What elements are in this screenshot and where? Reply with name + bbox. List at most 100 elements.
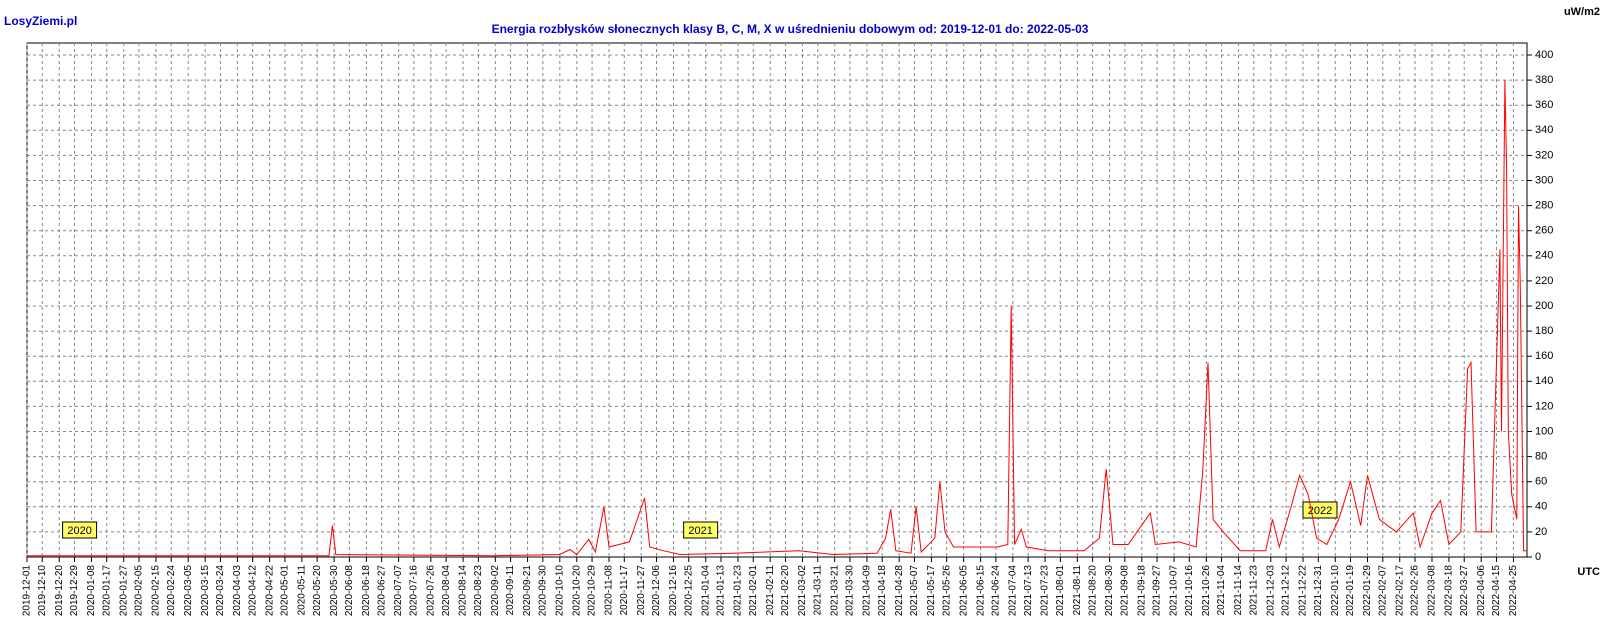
x-tick-label: 2021-09-18: [1136, 565, 1147, 617]
x-tick-label: 2020-02-15: [151, 565, 162, 617]
x-tick-label: 2020-02-24: [166, 565, 177, 617]
x-tick-label: 2020-02-05: [134, 565, 145, 617]
x-tick-label: 2021-11-04: [1216, 565, 1227, 616]
x-tick-label: 2019-12-10: [37, 565, 48, 617]
x-tick-label: 2021-12-12: [1281, 565, 1292, 617]
x-tick-label: 2022-01-10: [1330, 565, 1341, 617]
x-tick-label: 2020-05-11: [297, 565, 308, 616]
x-tick-label: 2021-12-03: [1265, 565, 1276, 617]
y-tick-label: 260: [1535, 225, 1553, 237]
x-tick-label: 2020-12-25: [683, 565, 694, 617]
y-tick-label: 320: [1535, 149, 1553, 161]
year-label: 2022: [1308, 505, 1332, 517]
year-label: 2021: [688, 525, 712, 537]
x-tick-label: 2021-11-14: [1233, 565, 1244, 616]
x-tick-label: 2021-05-17: [926, 565, 937, 617]
x-tick-label: 2022-04-06: [1476, 565, 1487, 617]
x-tick-label: 2020-07-26: [425, 565, 436, 617]
y-tick-label: 360: [1535, 99, 1553, 111]
year-box: [62, 521, 98, 539]
x-tick-label: 2020-12-06: [651, 565, 662, 617]
y-tick-label: 60: [1535, 476, 1547, 488]
x-tick-label: 2022-01-29: [1362, 565, 1373, 617]
y-tick-label: 0: [1535, 551, 1541, 563]
x-tick-label: 2021-05-26: [941, 565, 952, 617]
y-tick-label: 180: [1535, 325, 1553, 337]
year-box: [683, 521, 719, 539]
y-tick-label: 40: [1535, 501, 1547, 513]
x-tick-label: 2020-08-23: [473, 565, 484, 617]
brand: LosyZiemi.pl: [4, 14, 77, 28]
x-tick-label: 2022-03-08: [1427, 565, 1438, 617]
y-tick-label: 340: [1535, 124, 1553, 136]
x-tick-label: 2020-06-27: [376, 565, 387, 617]
x-tick-label: 2021-10-16: [1184, 565, 1195, 617]
x-tick-label: 2021-07-04: [1008, 565, 1019, 617]
y-tick-label: 240: [1535, 250, 1553, 262]
x-tick-label: 2021-02-11: [765, 565, 776, 616]
x-tick-label: 2020-09-02: [490, 565, 501, 617]
x-tick-label: 2021-02-20: [780, 565, 791, 617]
x-tick-label: 2020-08-04: [441, 565, 452, 617]
x-tick-label: 2020-10-29: [587, 565, 598, 617]
y-tick-label: 380: [1535, 74, 1553, 86]
x-tick-label: 2021-01-04: [700, 565, 711, 617]
x-tick-label: 2020-08-14: [458, 565, 469, 617]
x-tick-label: 2022-01-19: [1345, 565, 1356, 617]
y-tick-label: 300: [1535, 174, 1553, 186]
x-tick-label: 2021-10-07: [1169, 565, 1180, 617]
y-tick-label: 140: [1535, 375, 1553, 387]
x-tick-label: 2020-11-27: [636, 565, 647, 616]
x-tick-label: 2021-05-07: [909, 565, 920, 617]
x-tick-label: 2020-11-08: [604, 565, 615, 616]
x-tick-label: 2021-07-23: [1040, 565, 1051, 617]
x-tick-label: 2019-12-20: [54, 565, 65, 617]
x-tick-label: 2020-12-16: [668, 565, 679, 617]
x-tick-label: 2020-05-20: [312, 565, 323, 617]
x-tick-label: 2020-04-22: [264, 565, 275, 617]
x-tick-label: 2020-09-21: [522, 565, 533, 617]
x-tick-label: 2020-07-07: [393, 565, 404, 617]
x-tick-label: 2020-09-11: [505, 565, 516, 616]
x-tick-label: 2021-04-18: [877, 565, 888, 617]
x-tick-label: 2021-12-22: [1298, 565, 1309, 617]
x-tick-label: 2020-06-18: [361, 565, 372, 617]
x-tick-label: 2022-02-07: [1377, 565, 1388, 617]
x-tick-label: 2021-04-28: [894, 565, 905, 617]
x-tick-label: 2021-03-30: [845, 565, 856, 617]
y-tick-label: 220: [1535, 275, 1553, 287]
x-tick-label: 2021-03-02: [797, 565, 808, 617]
y-tick-label: 160: [1535, 350, 1553, 362]
x-tick-label: 2021-06-15: [975, 565, 986, 617]
x-tick-label: 2020-07-16: [409, 565, 420, 617]
x-tick-label: 2021-06-24: [991, 565, 1002, 617]
x-tick-label: 2020-04-12: [247, 565, 258, 617]
x-tick-label: 2022-03-18: [1444, 565, 1455, 617]
x-tick-label: 2022-04-15: [1491, 565, 1502, 617]
x-tick-label: 2021-03-21: [829, 565, 840, 617]
x-tick-label: 2020-10-20: [571, 565, 582, 617]
y-tick-label: 20: [1535, 526, 1547, 538]
x-tick-label: 2021-08-20: [1087, 565, 1098, 617]
x-tick-label: 2022-04-25: [1508, 565, 1519, 617]
x-tick-label: 2020-05-30: [329, 565, 340, 617]
x-tick-label: 2020-06-08: [344, 565, 355, 617]
x-tick-label: 2022-02-17: [1394, 565, 1405, 617]
x-tick-label: 2022-02-26: [1410, 565, 1421, 617]
x-tick-label: 2021-01-13: [716, 565, 727, 617]
y-tick-label: 200: [1535, 300, 1553, 312]
y-tick-label: 120: [1535, 400, 1553, 412]
y-tick-label: 280: [1535, 200, 1553, 212]
x-tick-label: 2020-01-08: [86, 565, 97, 617]
x-axis-label: UTC: [1577, 566, 1600, 578]
x-tick-label: 2020-03-24: [215, 565, 226, 617]
x-tick-label: 2021-08-30: [1104, 565, 1115, 617]
x-tick-label: 2021-01-23: [733, 565, 744, 617]
x-tick-label: 2019-12-01: [22, 565, 33, 617]
year-label: 2020: [67, 525, 91, 537]
x-tick-label: 2021-06-05: [958, 565, 969, 617]
x-tick-label: 2020-03-15: [200, 565, 211, 617]
y-tick-label: 80: [1535, 451, 1547, 463]
x-tick-label: 2020-10-10: [554, 565, 565, 617]
